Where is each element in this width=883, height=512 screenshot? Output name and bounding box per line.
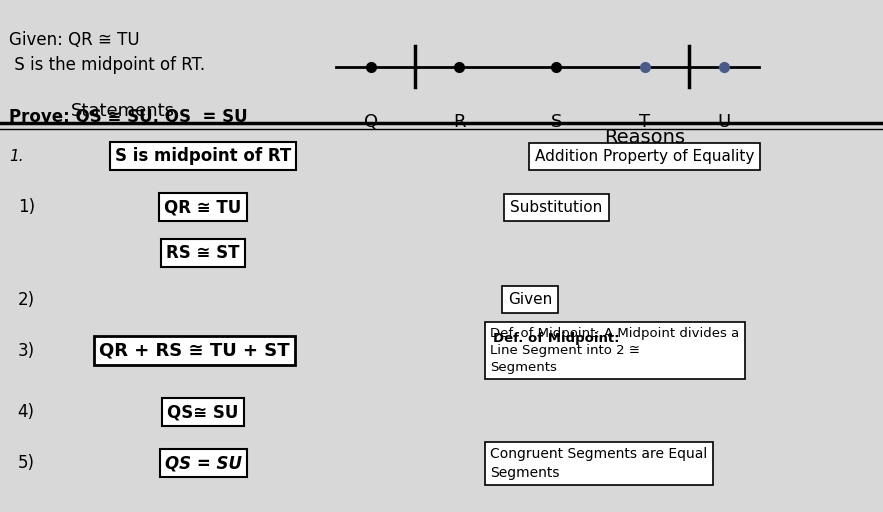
Text: 3): 3) <box>18 342 34 360</box>
Text: 4): 4) <box>18 403 34 421</box>
Text: RS ≅ ST: RS ≅ ST <box>166 244 240 263</box>
Text: Reasons: Reasons <box>604 128 685 147</box>
Text: QR ≅ TU: QR ≅ TU <box>164 198 242 217</box>
Text: Congruent Segments are Equal
Segments: Congruent Segments are Equal Segments <box>490 447 707 480</box>
Text: 1.: 1. <box>9 148 24 164</box>
Text: QS≅ SU: QS≅ SU <box>168 403 238 421</box>
Text: QS = SU: QS = SU <box>164 454 242 473</box>
Text: T: T <box>639 113 650 131</box>
Text: 2): 2) <box>18 290 34 309</box>
Text: Prove: QS ≅ SU, QS  = SU: Prove: QS ≅ SU, QS = SU <box>9 108 247 125</box>
Text: Def. of Midpoint: A Midpoint divides a
Line Segment into 2 ≅
Segments: Def. of Midpoint: A Midpoint divides a L… <box>490 327 739 374</box>
Text: R: R <box>453 113 465 131</box>
Text: 1): 1) <box>18 198 34 217</box>
Text: Substitution: Substitution <box>510 200 602 215</box>
Text: U: U <box>717 113 731 131</box>
Text: QR + RS ≅ TU + ST: QR + RS ≅ TU + ST <box>99 342 290 360</box>
Text: Def. of Midpoint:: Def. of Midpoint: <box>493 332 619 346</box>
Text: Given: Given <box>508 292 552 307</box>
Text: S is midpoint of RT: S is midpoint of RT <box>115 147 291 165</box>
Text: Addition Property of Equality: Addition Property of Equality <box>535 148 754 164</box>
Text: 5): 5) <box>18 454 34 473</box>
Text: Given: QR ≅ TU
 S is the midpoint of RT.: Given: QR ≅ TU S is the midpoint of RT. <box>9 31 205 74</box>
Text: Q: Q <box>364 113 378 131</box>
Text: Statements: Statements <box>71 102 175 120</box>
Text: S: S <box>551 113 562 131</box>
